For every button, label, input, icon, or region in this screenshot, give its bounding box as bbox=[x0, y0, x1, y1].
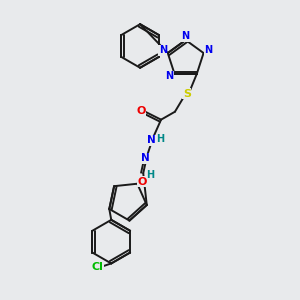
Text: H: H bbox=[156, 134, 164, 145]
Text: H: H bbox=[146, 170, 154, 180]
Text: S: S bbox=[183, 89, 191, 99]
Text: O: O bbox=[136, 106, 146, 116]
Text: N: N bbox=[141, 153, 150, 163]
Text: N: N bbox=[205, 45, 213, 55]
Text: N: N bbox=[166, 71, 174, 81]
Text: N: N bbox=[159, 45, 167, 55]
Text: Cl: Cl bbox=[92, 262, 103, 272]
Text: O: O bbox=[138, 177, 147, 187]
Text: N: N bbox=[147, 136, 155, 146]
Text: N: N bbox=[182, 31, 190, 41]
